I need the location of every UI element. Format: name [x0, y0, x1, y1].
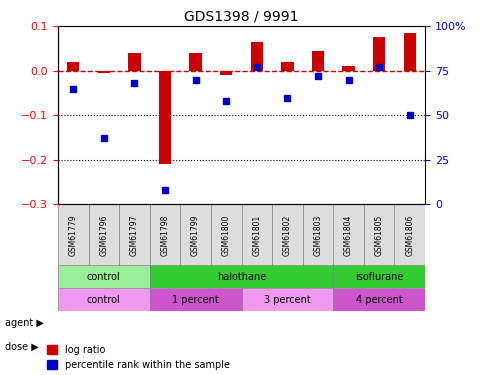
Bar	[342, 66, 355, 71]
FancyBboxPatch shape	[272, 204, 303, 266]
Text: 3 percent: 3 percent	[264, 295, 311, 305]
Text: control: control	[87, 272, 121, 282]
Bar	[220, 71, 232, 75]
Text: GSM61798: GSM61798	[160, 214, 170, 256]
Bar	[159, 71, 171, 164]
Text: GSM61797: GSM61797	[130, 214, 139, 256]
Text: GSM61802: GSM61802	[283, 214, 292, 255]
FancyBboxPatch shape	[242, 288, 333, 311]
Text: GSM61796: GSM61796	[99, 214, 108, 256]
Text: GSM61801: GSM61801	[252, 214, 261, 255]
Bar	[281, 62, 294, 71]
Bar	[251, 42, 263, 71]
Text: 1 percent: 1 percent	[172, 295, 219, 305]
FancyBboxPatch shape	[303, 204, 333, 266]
FancyBboxPatch shape	[119, 204, 150, 266]
FancyBboxPatch shape	[333, 266, 425, 288]
Text: GSM61805: GSM61805	[375, 214, 384, 256]
Bar	[373, 38, 385, 71]
FancyBboxPatch shape	[88, 204, 119, 266]
FancyBboxPatch shape	[58, 204, 88, 266]
Text: agent ▶: agent ▶	[5, 318, 43, 327]
FancyBboxPatch shape	[333, 288, 425, 311]
Text: GSM61779: GSM61779	[69, 214, 78, 256]
FancyBboxPatch shape	[395, 204, 425, 266]
Bar	[404, 33, 416, 71]
FancyBboxPatch shape	[150, 266, 333, 288]
FancyBboxPatch shape	[242, 204, 272, 266]
Bar	[98, 71, 110, 73]
Bar	[67, 62, 79, 71]
Text: isoflurane: isoflurane	[355, 272, 403, 282]
Text: dose ▶: dose ▶	[5, 342, 39, 352]
Title: GDS1398 / 9991: GDS1398 / 9991	[184, 10, 299, 24]
Text: control: control	[87, 295, 121, 305]
FancyBboxPatch shape	[211, 204, 242, 266]
FancyBboxPatch shape	[58, 266, 150, 288]
Legend: log ratio, percentile rank within the sample: log ratio, percentile rank within the sa…	[43, 341, 234, 374]
Text: GSM61803: GSM61803	[313, 214, 323, 256]
FancyBboxPatch shape	[150, 204, 180, 266]
FancyBboxPatch shape	[150, 288, 242, 311]
Text: GSM61800: GSM61800	[222, 214, 231, 256]
FancyBboxPatch shape	[364, 204, 395, 266]
Text: halothane: halothane	[217, 272, 266, 282]
Bar	[128, 53, 141, 71]
Text: GSM61806: GSM61806	[405, 214, 414, 256]
Bar	[312, 51, 324, 71]
Bar	[189, 53, 202, 71]
FancyBboxPatch shape	[333, 204, 364, 266]
FancyBboxPatch shape	[180, 204, 211, 266]
Text: GSM61799: GSM61799	[191, 214, 200, 256]
Text: GSM61804: GSM61804	[344, 214, 353, 256]
FancyBboxPatch shape	[58, 288, 150, 311]
Text: 4 percent: 4 percent	[356, 295, 402, 305]
